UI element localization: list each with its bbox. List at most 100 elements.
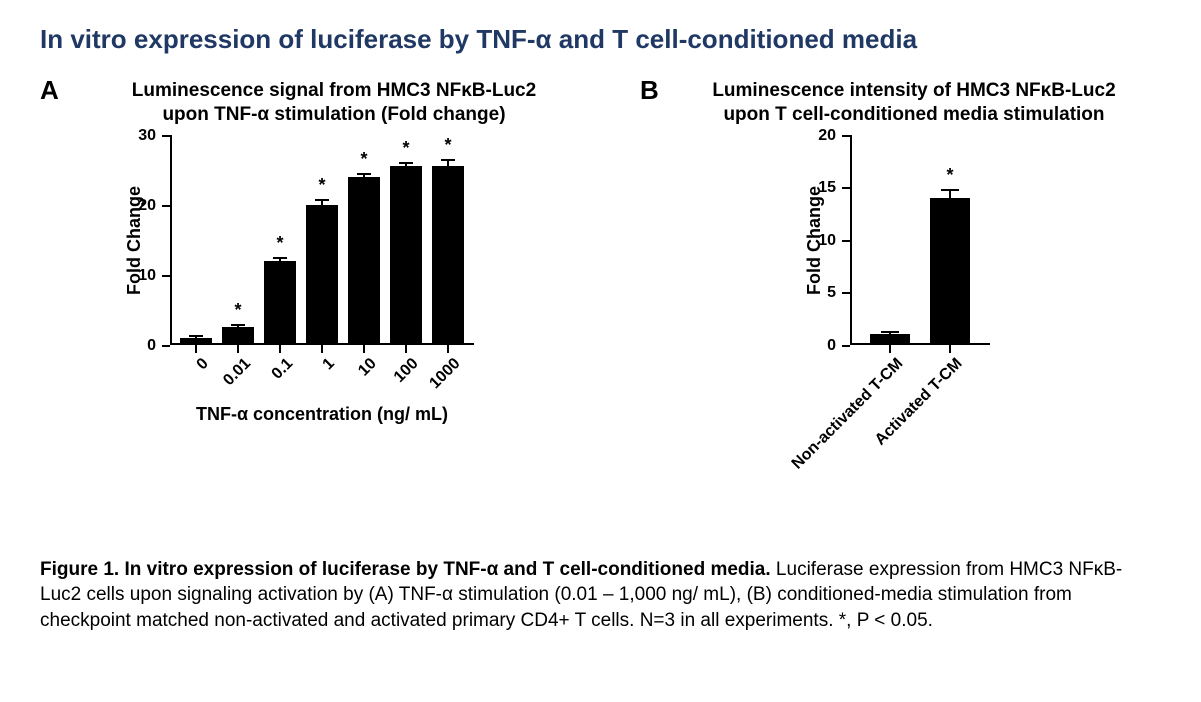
significance-star: * (444, 135, 451, 156)
y-tick-label: 5 (827, 284, 842, 302)
error-cap (441, 159, 455, 161)
x-tick-label: 100 (391, 355, 423, 387)
y-tick-mark (842, 135, 850, 137)
error-cap (881, 331, 899, 333)
panels-row: A Luminescence signal from HMC3 NFκB-Luc… (40, 79, 1161, 505)
error-cap (273, 257, 287, 259)
y-tick-mark (162, 345, 170, 347)
y-tick: 10 (818, 232, 850, 250)
panel-a-title-line1: Luminescence signal from HMC3 NFκB-Luc2 (132, 80, 536, 101)
x-tick-label: 10 (355, 355, 380, 380)
significance-star: * (318, 175, 325, 196)
bar (348, 177, 380, 345)
bar (306, 205, 338, 345)
bar-slot: *0.1 (264, 135, 296, 345)
y-tick: 0 (827, 337, 850, 355)
x-tick-mark (195, 345, 197, 353)
panel-b-title-line2: upon T cell-conditioned media stimulatio… (723, 104, 1104, 125)
caption-bold: Figure 1. In vitro expression of lucifer… (40, 559, 771, 580)
x-tick-mark (889, 345, 891, 353)
error-cap (357, 173, 371, 175)
bar (930, 198, 970, 345)
y-tick-mark (842, 345, 850, 347)
y-tick-label: 10 (138, 267, 162, 285)
panel-b-title: Luminescence intensity of HMC3 NFκB-Luc2… (640, 79, 1160, 127)
bar-slot: *1 (306, 135, 338, 345)
bar-slot: *0.01 (222, 135, 254, 345)
bar (390, 166, 422, 345)
x-tick-label: Non-activated T-CM (788, 355, 906, 473)
x-tick-label: 0 (194, 355, 213, 374)
y-tick: 0 (147, 337, 170, 355)
bar (870, 334, 910, 345)
x-tick-mark (363, 345, 365, 353)
y-tick: 20 (818, 127, 850, 145)
y-tick-mark (162, 275, 170, 277)
x-tick-label: 1000 (427, 355, 465, 393)
y-tick-mark (162, 205, 170, 207)
error-cap (231, 324, 245, 326)
x-tick-mark (447, 345, 449, 353)
significance-star: * (402, 138, 409, 159)
x-tick-mark (237, 345, 239, 353)
panel-b-title-line1: Luminescence intensity of HMC3 NFκB-Luc2 (712, 80, 1115, 101)
y-tick-label: 30 (138, 127, 162, 145)
significance-star: * (234, 300, 241, 321)
figure-caption: Figure 1. In vitro expression of lucifer… (40, 557, 1160, 634)
error-cap (399, 162, 413, 164)
y-tick: 30 (138, 127, 170, 145)
significance-star: * (946, 165, 953, 186)
panel-b-label: B (640, 75, 659, 106)
bar-slot: Non-activated T-CM (870, 135, 910, 345)
x-axis-label: TNF-α concentration (ng/ mL) (170, 404, 474, 425)
y-tick-mark (842, 292, 850, 294)
bar (432, 166, 464, 345)
panel-a: A Luminescence signal from HMC3 NFκB-Luc… (40, 79, 600, 475)
x-tick-label: 1 (320, 355, 339, 374)
y-tick: 20 (138, 197, 170, 215)
y-tick-label: 10 (818, 232, 842, 250)
y-tick: 10 (138, 267, 170, 285)
bar-slot: *10 (348, 135, 380, 345)
bar (180, 338, 212, 345)
y-tick-mark (842, 187, 850, 189)
error-bar (949, 190, 951, 197)
x-tick-label: 0.1 (268, 355, 296, 383)
significance-star: * (360, 149, 367, 170)
y-tick-label: 0 (827, 337, 842, 355)
y-tick-mark (842, 240, 850, 242)
x-tick-label: 0.01 (220, 355, 255, 390)
panel-a-title: Luminescence signal from HMC3 NFκB-Luc2 … (40, 79, 600, 127)
chart-b: Fold Change05101520Non-activated T-CM*Ac… (640, 135, 1160, 505)
plot-area: 05101520Non-activated T-CM*Activated T-C… (850, 135, 990, 345)
plot-area: 01020300*0.01*0.1*1*10*100*1000 (170, 135, 474, 345)
error-cap (941, 189, 959, 191)
x-tick-mark (405, 345, 407, 353)
y-tick-label: 0 (147, 337, 162, 355)
bar (222, 327, 254, 345)
chart-a: Fold Change01020300*0.01*0.1*1*10*100*10… (40, 135, 600, 475)
panel-a-title-line2: upon TNF-α stimulation (Fold change) (162, 104, 505, 125)
significance-star: * (276, 233, 283, 254)
figure-page: In vitro expression of luciferase by TNF… (0, 0, 1201, 702)
bar-slot: *Activated T-CM (930, 135, 970, 345)
bar-slot: *100 (390, 135, 422, 345)
bars: 0 *0.01 *0.1 *1 *10 *100 *1000 (170, 135, 474, 345)
panel-a-label: A (40, 75, 59, 106)
bar-slot: 0 (180, 135, 212, 345)
y-tick: 15 (818, 179, 850, 197)
panel-b: B Luminescence intensity of HMC3 NFκB-Lu… (640, 79, 1160, 505)
bars: Non-activated T-CM *Activated T-CM (850, 135, 990, 345)
x-tick-mark (949, 345, 951, 353)
y-tick-label: 20 (818, 127, 842, 145)
x-tick-mark (321, 345, 323, 353)
bar (264, 261, 296, 345)
error-cap (189, 335, 203, 337)
y-tick-mark (162, 135, 170, 137)
error-cap (315, 199, 329, 201)
y-tick-label: 15 (818, 179, 842, 197)
main-title: In vitro expression of luciferase by TNF… (40, 24, 1161, 55)
x-tick-mark (279, 345, 281, 353)
bar-slot: *1000 (432, 135, 464, 345)
y-tick-label: 20 (138, 197, 162, 215)
